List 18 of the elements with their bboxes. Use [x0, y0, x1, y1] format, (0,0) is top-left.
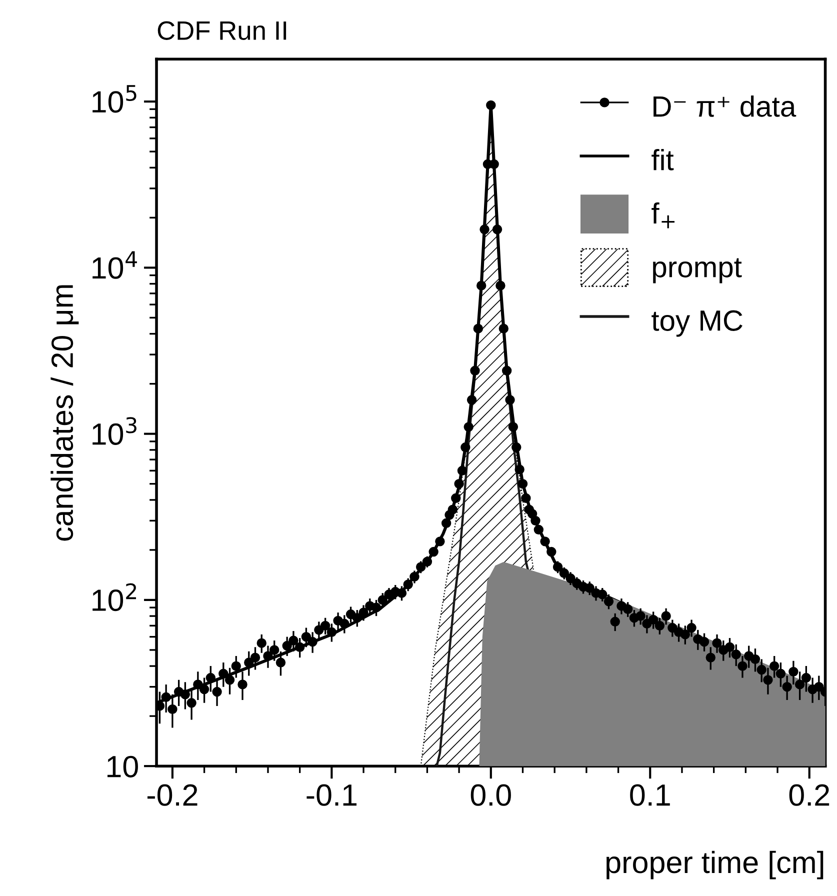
- legend-label: D⁻ π⁺ data: [654, 95, 796, 117]
- legend-label: f$_{+}$: [652, 202, 674, 228]
- y-tick-label: 10$^{4}$: [92, 251, 137, 279]
- y-tick-label: 10: [108, 756, 138, 778]
- x-tick-label: -0.2: [147, 784, 198, 806]
- legend-label: fit: [652, 148, 674, 170]
- legend-label: toy MC: [652, 310, 742, 337]
- legend-label: prompt: [653, 258, 742, 284]
- x-tick-label: 0.1: [630, 784, 670, 806]
- x-tick-label: 0.2: [789, 784, 830, 806]
- x-axis-title: proper time [cm]: [606, 850, 824, 880]
- x-tick-label: -0.1: [306, 784, 357, 806]
- y-tick-label: 10$^{5}$: [92, 85, 136, 113]
- y-tick-label: 10$^{2}$: [92, 583, 136, 612]
- x-tick-label: 0.0: [470, 784, 511, 806]
- y-axis-title: candidates / 20 μm: [50, 285, 79, 541]
- chart-title: CDF Run II: [158, 21, 286, 40]
- y-tick-label: 10$^{3}$: [92, 417, 136, 445]
